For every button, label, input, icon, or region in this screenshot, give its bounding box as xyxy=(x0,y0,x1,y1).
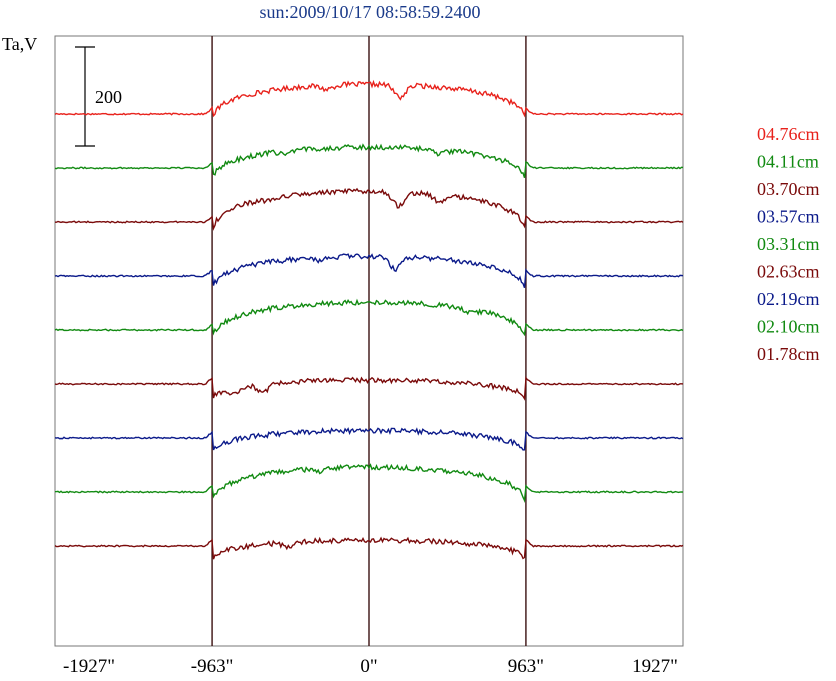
series-line-0 xyxy=(54,79,684,118)
series-line-6 xyxy=(54,427,684,451)
series-line-4 xyxy=(54,298,684,337)
legend-entry-7: 02.10cm xyxy=(757,317,820,337)
series-line-1 xyxy=(54,143,684,179)
legend-entry-4: 03.31cm xyxy=(757,234,820,254)
y-axis-label: Ta,V xyxy=(2,34,37,54)
series-line-7 xyxy=(54,463,684,503)
x-tick-label-0: -1927" xyxy=(63,656,115,677)
legend-entry-8: 01.78cm xyxy=(757,344,820,364)
legend-entry-0: 04.76cm xyxy=(757,124,820,144)
series-line-3 xyxy=(54,253,684,289)
x-tick-label-4: 1927" xyxy=(632,656,678,677)
scale-bar-label: 200 xyxy=(95,87,122,107)
legend-entry-3: 03.57cm xyxy=(757,207,820,227)
series-line-5 xyxy=(54,376,684,401)
legend-entry-6: 02.19cm xyxy=(757,289,820,309)
x-tick-label-2: 0" xyxy=(360,656,377,677)
legend-entry-1: 04.11cm xyxy=(757,152,819,172)
chart-title: sun:2009/10/17 08:58:59.2400 xyxy=(259,2,480,22)
series-line-8 xyxy=(54,536,684,560)
x-tick-label-1: -963" xyxy=(191,656,234,677)
scale-bar: 200 xyxy=(75,46,122,147)
legend-entry-5: 02.63cm xyxy=(757,262,820,282)
legend-entry-2: 03.70cm xyxy=(757,179,820,199)
x-tick-label-3: 963" xyxy=(508,656,544,677)
series-line-2 xyxy=(55,187,684,231)
